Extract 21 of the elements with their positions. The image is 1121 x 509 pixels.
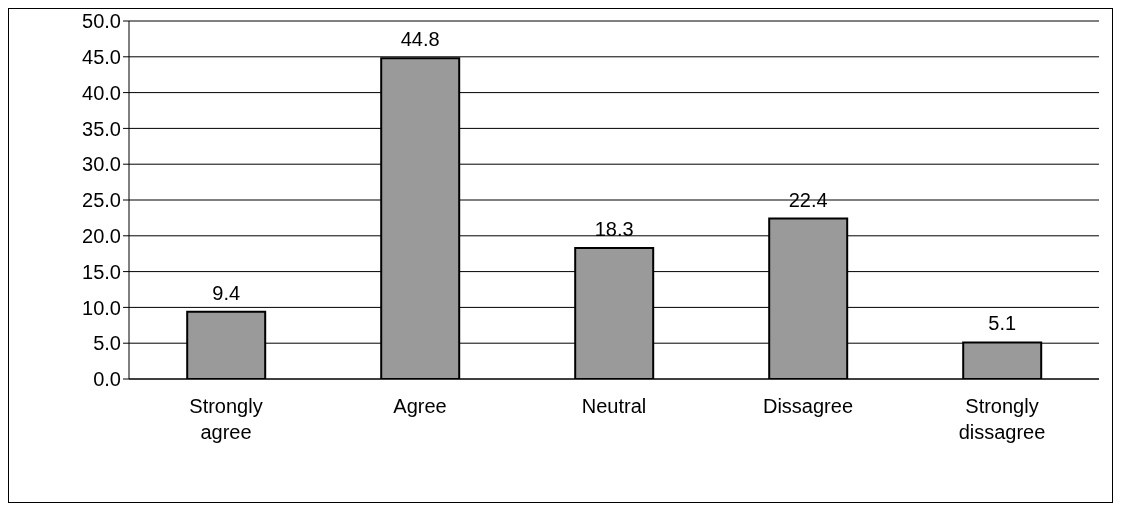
y-tick-label: 35.0 xyxy=(82,117,121,140)
y-tick-label: 45.0 xyxy=(82,45,121,68)
x-tick-label: Strongly agree xyxy=(189,395,263,443)
y-tick-label: 10.0 xyxy=(82,296,121,319)
data-label: 5.1 xyxy=(988,312,1017,335)
y-tick-label: 20.0 xyxy=(82,224,121,247)
y-tick-label: 5.0 xyxy=(93,332,121,355)
data-label: 44.8 xyxy=(400,28,440,51)
data-label: 22.4 xyxy=(788,188,828,211)
x-tick-label: Dissagree xyxy=(762,395,854,417)
data-label: 9.4 xyxy=(212,281,241,304)
y-tick-label: 30.0 xyxy=(82,153,121,176)
y-tick-label: 15.0 xyxy=(82,260,121,283)
y-tick-label: 25.0 xyxy=(82,189,121,212)
y-tick-label: 0.0 xyxy=(93,368,121,391)
x-tick-label: Neutral xyxy=(581,395,647,417)
x-tick-label: Agree xyxy=(393,395,447,417)
x-tick-label: Strongly dissagree xyxy=(958,395,1046,443)
data-label: 18.3 xyxy=(594,217,634,240)
y-tick-label: 40.0 xyxy=(82,81,121,104)
y-tick-label: 50.0 xyxy=(82,10,121,33)
